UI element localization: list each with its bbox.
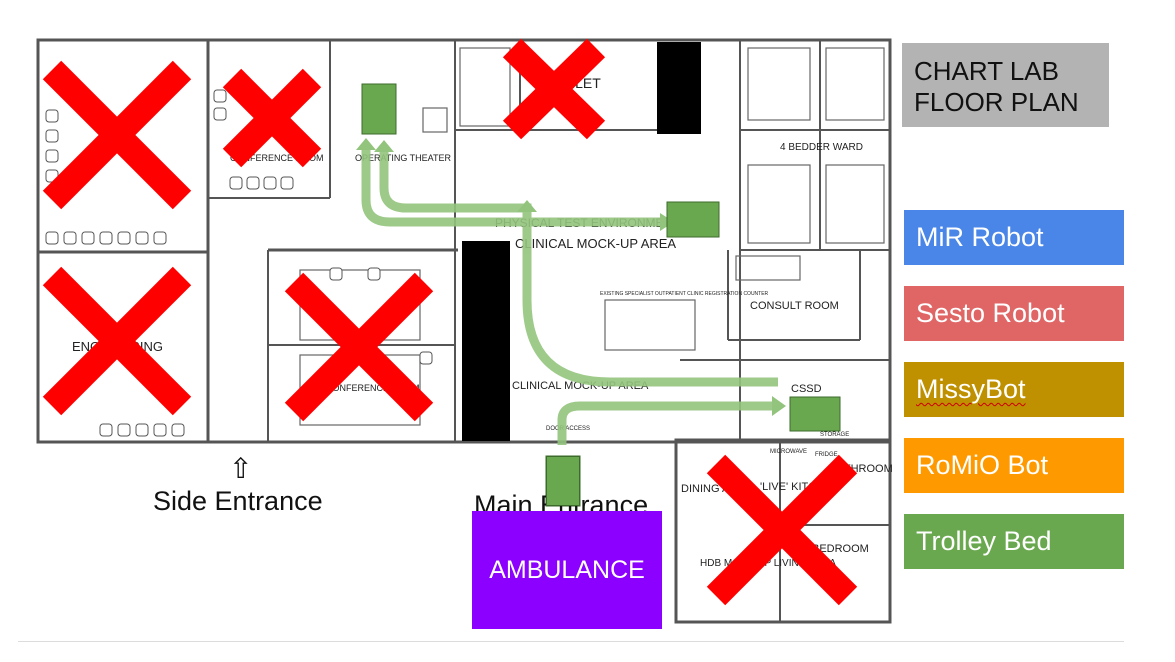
cross-top-left bbox=[42, 60, 192, 210]
room-label-registration: EXISTING SPECIALIST OUTPATIENT CLINIC RE… bbox=[600, 291, 769, 297]
side-entrance-label: Side Entrance bbox=[153, 486, 323, 516]
room-label-clinical-mockup: CLINICAL MOCK-UP AREA bbox=[515, 236, 676, 251]
legend-romio-bot: RoMiO Bot bbox=[904, 438, 1124, 493]
room-label-microwave: MICROWAVE bbox=[770, 449, 807, 455]
room-label-bedroom: BEDROOM bbox=[812, 543, 869, 555]
room-label-fridge: FRIDGE bbox=[815, 452, 838, 458]
legend-sesto-robot: Sesto Robot bbox=[904, 286, 1124, 341]
room-label-operating-theater: OPERATING THEATER bbox=[355, 153, 452, 163]
room-label-ward: 4 BEDDER WARD bbox=[780, 142, 863, 153]
cross-conference-top bbox=[222, 68, 322, 168]
trolley-bed-operating bbox=[361, 83, 397, 135]
arrowhead-right-cssd bbox=[772, 396, 786, 416]
cross-conference-mid bbox=[284, 272, 434, 422]
room-label-conference-top: CONFERENCE ROOM bbox=[230, 153, 324, 163]
cross-hdb bbox=[706, 454, 858, 606]
arrowhead-up-mid bbox=[374, 140, 394, 152]
title-line-1: CHART LAB bbox=[914, 56, 1059, 86]
route-main bbox=[522, 212, 778, 387]
trolley-bed-clinical bbox=[666, 201, 720, 238]
ambulance-box: AMBULANCE bbox=[472, 511, 662, 629]
side-entrance-arrow: ⇧ bbox=[229, 453, 253, 484]
blocked-area-corridor bbox=[462, 241, 510, 441]
room-label-hdb-mockup: HDB MOCK-UP LIVING AREA bbox=[700, 558, 836, 569]
blocked-areas bbox=[462, 42, 701, 441]
legend-label: RoMiO Bot bbox=[916, 450, 1049, 480]
cross-engineering bbox=[42, 266, 192, 416]
route-cssd bbox=[557, 401, 775, 445]
room-label-consult: CONSULT ROOM bbox=[750, 300, 839, 312]
room-label-conference-mid: CONFERENCE ROOM bbox=[326, 383, 420, 393]
legend-label: MissyBot bbox=[916, 374, 1026, 404]
title-box: CHART LAB FLOOR PLAN bbox=[902, 43, 1109, 127]
chairs bbox=[45, 89, 433, 437]
divider bbox=[18, 641, 1124, 642]
title-line-2: FLOOR PLAN bbox=[914, 87, 1079, 117]
legend-mir-robot: MiR Robot bbox=[904, 210, 1124, 265]
trolley-bed-main-entrance bbox=[546, 456, 580, 506]
legend-label: Trolley Bed bbox=[916, 526, 1052, 556]
room-label-cssd: CSSD bbox=[791, 383, 822, 395]
trolley-bed-cssd bbox=[789, 396, 841, 432]
room-label-door-access: DOOR ACCESS bbox=[546, 426, 590, 432]
legend-label: Sesto Robot bbox=[916, 298, 1065, 328]
legend-trolley-bed: Trolley Bed bbox=[904, 514, 1124, 569]
ambulance-label: AMBULANCE bbox=[489, 555, 645, 584]
cross-toilet bbox=[502, 38, 606, 140]
arrowhead-up-left bbox=[356, 138, 376, 150]
robot-routes bbox=[361, 148, 778, 445]
red-crosses bbox=[42, 38, 858, 606]
blocked-area-top bbox=[657, 42, 701, 134]
legend-missybot: MissyBot bbox=[904, 362, 1124, 417]
legend-label: MiR Robot bbox=[916, 222, 1044, 252]
room-label-storage: STORAGE bbox=[820, 432, 849, 438]
arrowhead-up-corridor bbox=[517, 200, 537, 212]
route-operating-theater bbox=[361, 148, 662, 227]
route-inner bbox=[379, 150, 532, 220]
